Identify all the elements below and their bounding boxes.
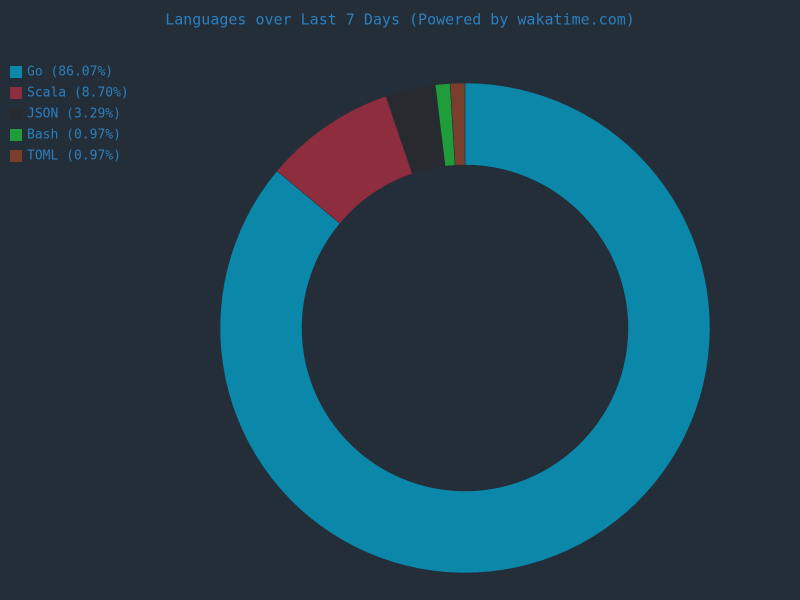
legend-swatch xyxy=(10,129,22,141)
legend-label: Scala (8.70%) xyxy=(27,86,129,101)
legend-label: TOML (0.97%) xyxy=(27,149,121,164)
chart-title: Languages over Last 7 Days (Powered by w… xyxy=(165,11,635,29)
donut-segment xyxy=(449,82,466,166)
legend-swatch xyxy=(10,108,22,120)
donut-segment xyxy=(219,82,711,574)
legend-label: Go (86.07%) xyxy=(27,65,113,80)
legend-swatch xyxy=(10,87,22,99)
legend-swatch xyxy=(10,66,22,78)
legend-label: JSON (3.29%) xyxy=(27,107,121,122)
legend-label: Bash (0.97%) xyxy=(27,128,121,143)
legend-swatch xyxy=(10,150,22,162)
